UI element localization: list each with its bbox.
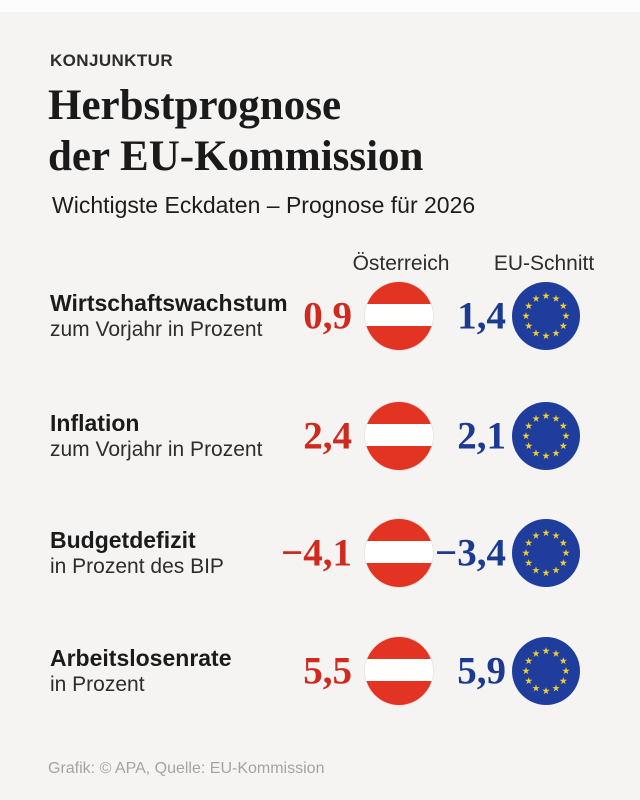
indicator-sublabel: zum Vorjahr in Prozent <box>50 438 263 461</box>
indicator-label: Wirtschaftswachstum <box>50 290 288 316</box>
austria-flag-icon <box>365 282 433 350</box>
indicator-label: Budgetdefizit <box>50 527 196 553</box>
austria-value: 0,9 <box>303 294 352 338</box>
page-title: Herbstprognose der EU-Kommission <box>48 80 423 182</box>
indicator-label-block: Wirtschaftswachstum zum Vorjahr in Proze… <box>50 289 288 343</box>
austria-flag-icon <box>365 402 433 470</box>
indicator-label-block: Budgetdefizit in Prozent des BIP <box>50 526 224 580</box>
eu-flag-icon <box>512 519 580 587</box>
eu-flag-icon <box>512 402 580 470</box>
indicator-label-block: Arbeitslosenrate in Prozent <box>50 644 232 698</box>
austria-value: −4,1 <box>281 531 352 575</box>
top-strip <box>0 0 640 12</box>
eu-value: −3,4 <box>435 531 506 575</box>
indicator-row: Wirtschaftswachstum zum Vorjahr in Proze… <box>0 266 640 366</box>
column-header-eu: EU-Schnitt <box>493 252 595 275</box>
indicator-row: Budgetdefizit in Prozent des BIP −4,1 −3… <box>0 503 640 603</box>
indicator-label: Inflation <box>50 410 140 436</box>
austria-flag-icon <box>365 519 433 587</box>
indicator-label-block: Inflation zum Vorjahr in Prozent <box>50 409 262 463</box>
austria-flag-icon <box>365 637 433 705</box>
eu-flag-icon <box>512 637 580 705</box>
indicator-row: Inflation zum Vorjahr in Prozent 2,4 2,1 <box>0 386 640 486</box>
eu-value: 5,9 <box>457 649 506 693</box>
austria-value: 5,5 <box>303 649 352 693</box>
indicator-row: Arbeitslosenrate in Prozent 5,5 5,9 <box>0 621 640 721</box>
column-header-austria: Österreich <box>352 252 450 275</box>
eu-value: 1,4 <box>457 294 506 338</box>
kicker-label: KONJUNKTUR <box>50 51 173 70</box>
eu-value: 2,1 <box>457 414 506 458</box>
indicator-sublabel: zum Vorjahr in Prozent <box>50 318 263 341</box>
indicator-label: Arbeitslosenrate <box>50 645 232 671</box>
credit-line: Grafik: © APA, Quelle: EU-Kommission <box>48 760 325 777</box>
page-title-line2: der EU-Kommission <box>48 133 424 180</box>
indicator-sublabel: in Prozent des BIP <box>50 555 224 578</box>
austria-value: 2,4 <box>303 414 352 458</box>
eu-flag-icon <box>512 282 580 350</box>
indicator-sublabel: in Prozent <box>50 673 145 696</box>
subtitle: Wichtigste Eckdaten – Prognose für 2026 <box>52 192 476 218</box>
page-title-line1: Herbstprognose <box>48 82 342 129</box>
